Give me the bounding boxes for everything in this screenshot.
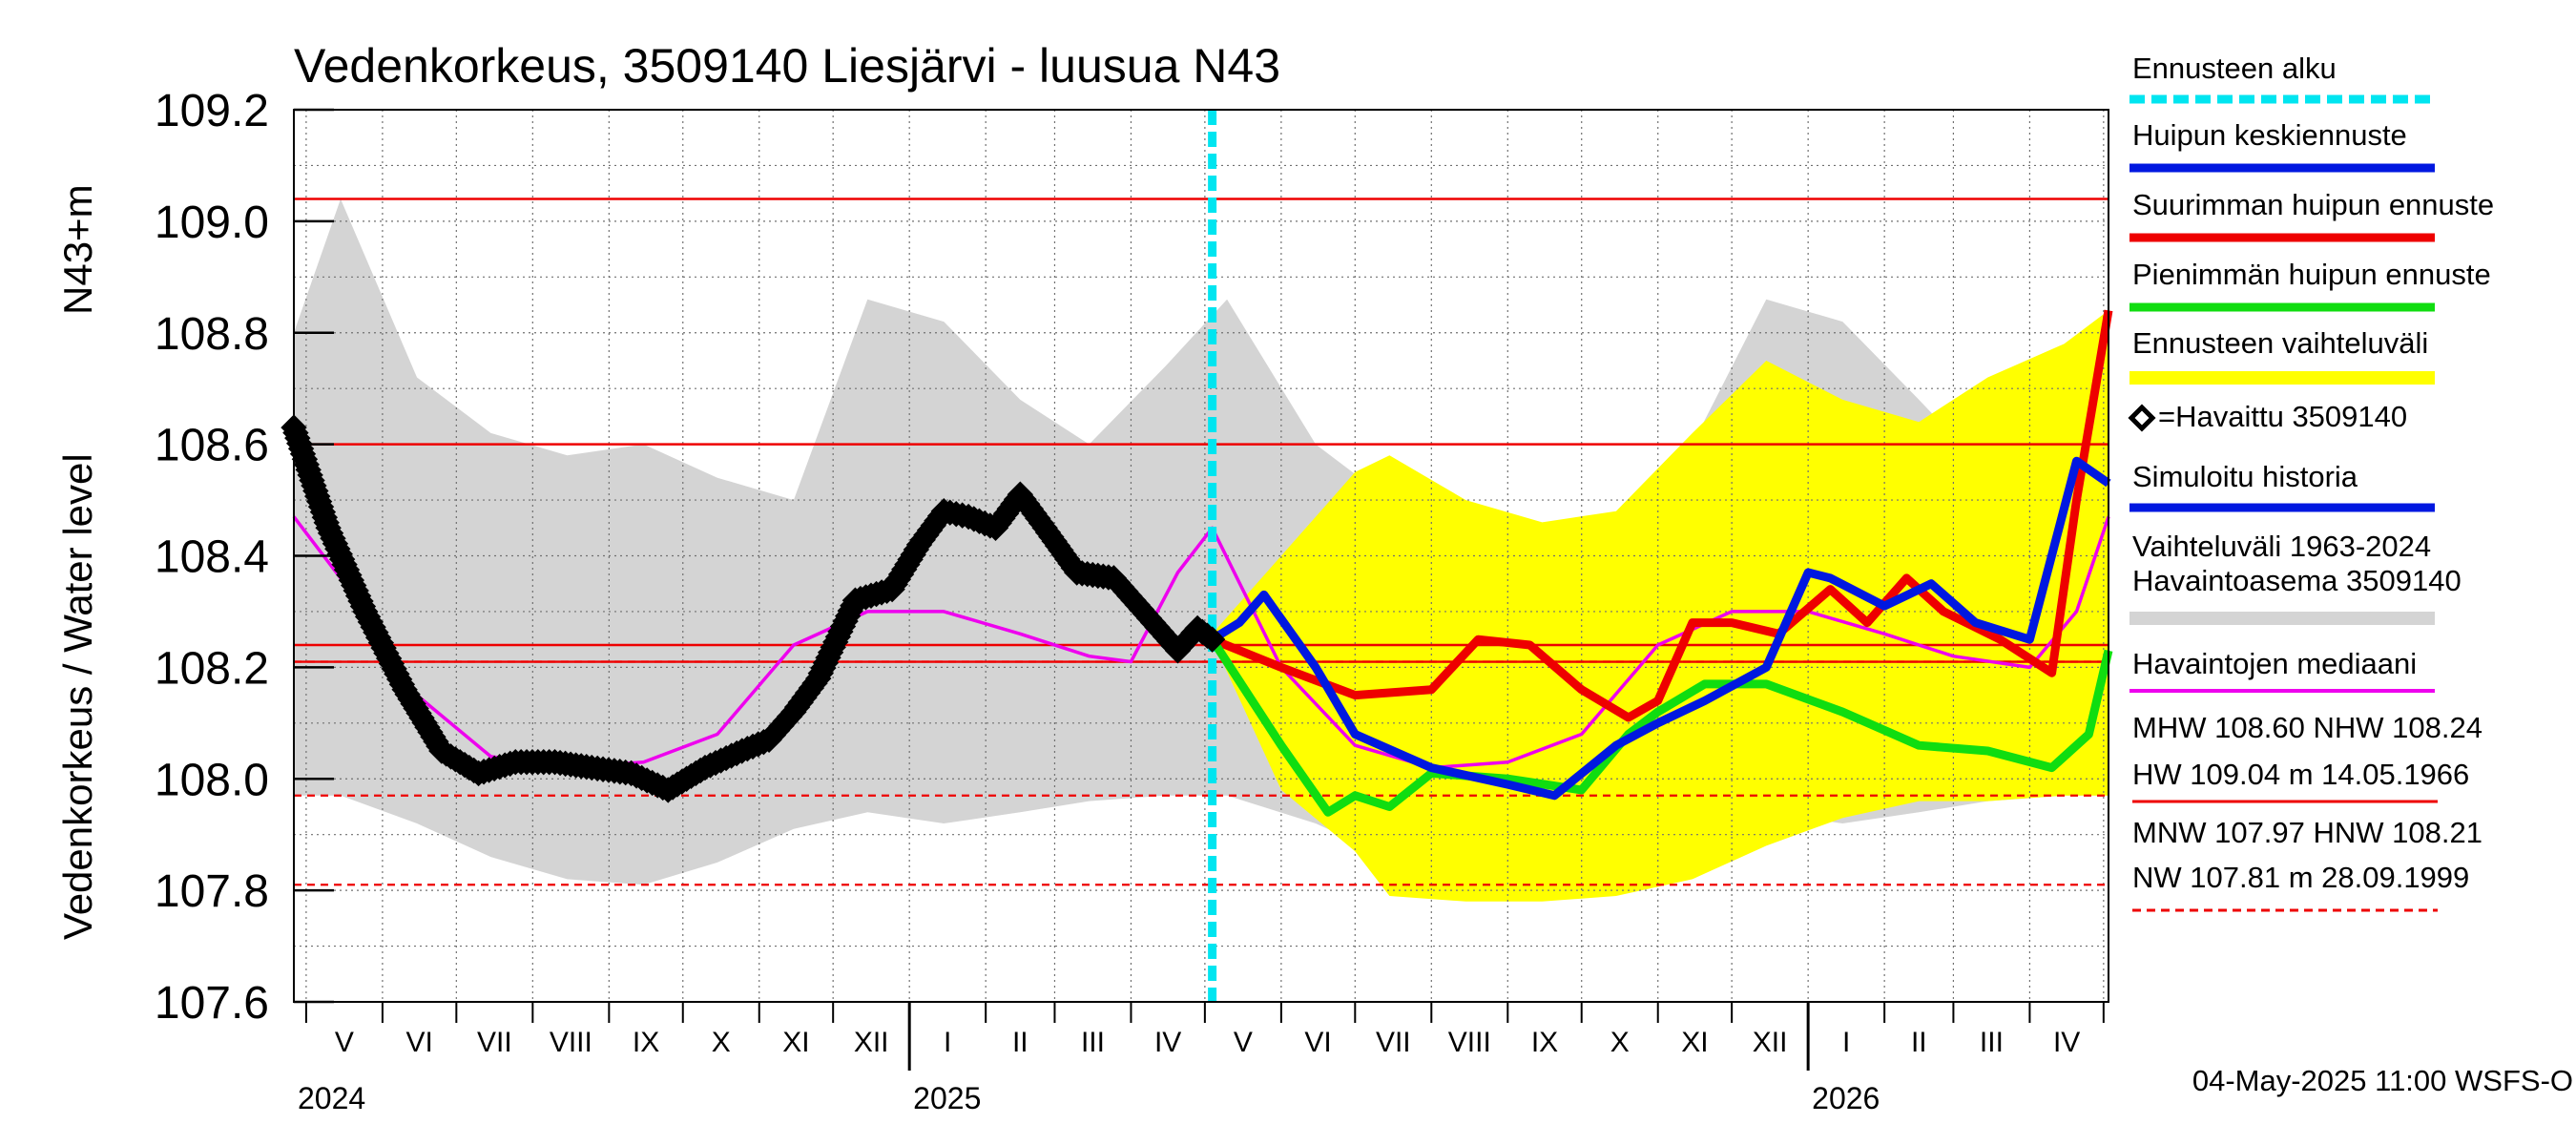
month-label: I — [1842, 1027, 1850, 1058]
stats-line-2: HW 109.04 m 14.05.1966 — [2132, 758, 2469, 791]
month-label: XI — [782, 1027, 809, 1058]
forecast-range-band — [1212, 310, 2109, 902]
month-label: VI — [1304, 1027, 1331, 1058]
y-tick-label: 107.6 — [155, 978, 269, 1029]
month-label: VIII — [1448, 1027, 1491, 1058]
y-tick-label: 108.8 — [155, 309, 269, 360]
plot-area — [280, 110, 2113, 1002]
month-label: VI — [405, 1027, 432, 1058]
legend-label: Havaintojen mediaani — [2132, 647, 2417, 680]
legend-item-median: Havaintojen mediaani — [2129, 647, 2435, 693]
y-tick-label: 108.2 — [155, 643, 269, 694]
min-peak-line — [1208, 636, 2113, 817]
y-axis-unit: N43+m — [55, 184, 100, 315]
mean-peak-line — [1210, 456, 2111, 801]
y-tick-label: 107.8 — [155, 866, 269, 917]
legend-item-mean-peak: Huipun keskiennuste — [2129, 118, 2435, 173]
legend-label: Ennusteen vaihteluväli — [2132, 326, 2428, 360]
legend-item-historical-range: Vaihteluväli 1963-2024 Havaintoasema 350… — [2129, 530, 2462, 625]
footer-timestamp: 04-May-2025 11:00 WSFS-O — [2192, 1064, 2573, 1097]
y-axis-label: Vedenkorkeus / Water level — [55, 453, 100, 940]
legend-item-simulated: Simuloitu historia — [2129, 460, 2435, 512]
legend-label: Huipun keskiennuste — [2132, 118, 2407, 152]
legend-label: Vaihteluväli 1963-2024 — [2132, 530, 2431, 563]
month-label: II — [1012, 1027, 1028, 1058]
y-tick-label: 109.0 — [155, 198, 269, 248]
legend-label: Ennusteen alku — [2132, 52, 2337, 85]
month-label: IX — [1531, 1027, 1558, 1058]
month-label: XII — [1753, 1027, 1788, 1058]
month-label: VIII — [550, 1027, 592, 1058]
y-tick-label: 108.0 — [155, 755, 269, 805]
stats-line-1: MHW 108.60 NHW 108.24 — [2132, 711, 2483, 744]
observed-point — [1198, 626, 1226, 653]
month-label: V — [1234, 1027, 1253, 1058]
month-label: III — [1980, 1027, 2004, 1058]
y-tick-label: 108.4 — [155, 532, 269, 583]
stats-line-3: MNW 107.97 HNW 108.21 — [2132, 816, 2483, 849]
month-label: X — [712, 1027, 731, 1058]
legend: Ennusteen alku Huipun keskiennuste Suurimm… — [2128, 52, 2494, 693]
month-label: IX — [633, 1027, 659, 1058]
legend-label-secondary: Havaintoasema 3509140 — [2132, 564, 2462, 597]
y-tick-label: 109.2 — [155, 86, 269, 136]
month-label: XII — [854, 1027, 889, 1058]
chart-title: Vedenkorkeus, 3509140 Liesjärvi - luusua… — [294, 39, 1280, 93]
year-label: 2025 — [913, 1081, 981, 1115]
legend-label: Simuloitu historia — [2132, 460, 2358, 493]
year-label: 2026 — [1812, 1081, 1880, 1115]
legend-item-observed: =Havaittu 3509140 — [2128, 400, 2407, 433]
month-label: XI — [1681, 1027, 1708, 1058]
month-label: VII — [1376, 1027, 1411, 1058]
legend-label: Pienimmän huipun ennuste — [2132, 258, 2491, 291]
stats-line-4: NW 107.81 m 28.09.1999 — [2132, 861, 2469, 894]
max-peak-line — [1210, 309, 2113, 722]
legend-label: =Havaittu 3509140 — [2158, 400, 2407, 433]
month-label: III — [1081, 1027, 1105, 1058]
month-label: IV — [1154, 1027, 1181, 1058]
month-label: VII — [477, 1027, 512, 1058]
legend-item-min-peak: Pienimmän huipun ennuste — [2129, 258, 2491, 312]
month-label: II — [1911, 1027, 1927, 1058]
month-label: V — [335, 1027, 354, 1058]
legend-item-forecast-start: Ennusteen alku — [2129, 52, 2435, 104]
legend-label: Suurimman huipun ennuste — [2132, 188, 2494, 221]
legend-item-max-peak: Suurimman huipun ennuste — [2129, 188, 2494, 242]
month-label: I — [944, 1027, 951, 1058]
legend-marker-diamond — [2128, 404, 2156, 432]
axes: 109.2 109.0 108.8 108.6 108.4 108.2 108.0 107.8… — [155, 86, 2109, 1115]
x-axis: V VI VII VIII IX X XI XII I II III IV V VI VII VIII IX X X… — [298, 1002, 2105, 1115]
observed-markers — [280, 414, 1226, 803]
month-label: IV — [2053, 1027, 2080, 1058]
year-label: 2024 — [298, 1081, 365, 1115]
legend-item-forecast-range: Ennusteen vaihteluväli — [2129, 326, 2435, 385]
month-label: X — [1610, 1027, 1630, 1058]
y-tick-label: 108.6 — [155, 421, 269, 471]
